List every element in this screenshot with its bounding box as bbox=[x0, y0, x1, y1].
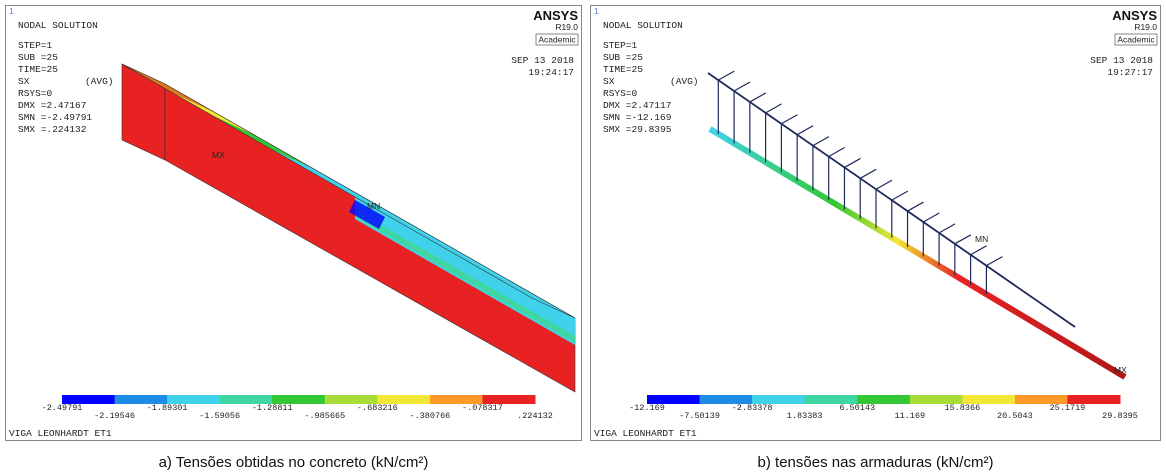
legend-label: -.683216 bbox=[357, 403, 398, 413]
legend-label: 29.8395 bbox=[1102, 411, 1138, 421]
info-line: DMX =2.47167 bbox=[18, 100, 86, 111]
license: Academic bbox=[538, 35, 576, 45]
legend-label: 25.1719 bbox=[1050, 403, 1086, 413]
legend-label: -1.59056 bbox=[199, 411, 240, 421]
footer: VIGA LEONHARDT ET1 bbox=[9, 428, 112, 439]
legend-label: .224132 bbox=[517, 411, 553, 421]
time: 19:27:17 bbox=[1107, 67, 1153, 78]
max-marker: MX bbox=[212, 150, 225, 160]
version: R19.0 bbox=[555, 22, 578, 32]
info-line: SUB =25 bbox=[18, 52, 58, 63]
info-line: SUB =25 bbox=[603, 52, 643, 63]
legend-label: 11.169 bbox=[894, 411, 925, 421]
info-line: RSYS=0 bbox=[603, 88, 638, 99]
legend-label: -1.28811 bbox=[252, 403, 293, 413]
version: R19.0 bbox=[1134, 22, 1157, 32]
figure: 1NODAL SOLUTIONSTEP=1SUB =25TIME=25SXRSY… bbox=[0, 0, 1166, 474]
legend-label: 1.83383 bbox=[787, 411, 823, 421]
legend-label: -7.50139 bbox=[679, 411, 720, 421]
caption: a) Tensões obtidas no concreto (kN/cm²) bbox=[159, 454, 429, 471]
legend-label: 20.5043 bbox=[997, 411, 1033, 421]
info-line: SMX =.224132 bbox=[18, 124, 87, 135]
info-line: DMX =2.47117 bbox=[603, 100, 671, 111]
avg-label: (AVG) bbox=[85, 76, 114, 87]
date: SEP 13 2018 bbox=[1090, 55, 1153, 66]
info-line: RSYS=0 bbox=[18, 88, 53, 99]
info-line: SMX =29.8395 bbox=[603, 124, 672, 135]
info-line: STEP=1 bbox=[18, 40, 53, 51]
legend-label: 6.50143 bbox=[839, 403, 875, 413]
legend-label: -.078317 bbox=[462, 403, 503, 413]
min-marker: MN bbox=[367, 201, 380, 211]
brand: ANSYS bbox=[533, 8, 578, 23]
legend-label: 15.8366 bbox=[944, 403, 980, 413]
info-line: SX bbox=[18, 76, 30, 87]
brand: ANSYS bbox=[1112, 8, 1157, 23]
caption: b) tensões nas armaduras (kN/cm²) bbox=[758, 454, 994, 471]
avg-label: (AVG) bbox=[670, 76, 699, 87]
legend-label: -1.89301 bbox=[147, 403, 188, 413]
info-line: SMN =-2.49791 bbox=[18, 112, 92, 123]
logo-number: 1 bbox=[9, 6, 14, 16]
min-marker: MN bbox=[975, 234, 988, 244]
info-line: SX bbox=[603, 76, 615, 87]
legend-label: -2.83378 bbox=[732, 403, 773, 413]
title: NODAL SOLUTION bbox=[18, 20, 98, 31]
info-line: TIME=25 bbox=[603, 64, 643, 75]
legend-label: -.380766 bbox=[409, 411, 450, 421]
time: 19:24:17 bbox=[528, 67, 574, 78]
title: NODAL SOLUTION bbox=[603, 20, 683, 31]
max-marker: MX bbox=[1114, 365, 1127, 375]
info-line: SMN =-12.169 bbox=[603, 112, 672, 123]
info-line: TIME=25 bbox=[18, 64, 58, 75]
legend-label: -2.19546 bbox=[94, 411, 135, 421]
legend-label: -12.169 bbox=[629, 403, 665, 413]
info-line: STEP=1 bbox=[603, 40, 638, 51]
logo-number: 1 bbox=[594, 6, 599, 16]
footer: VIGA LEONHARDT ET1 bbox=[594, 428, 697, 439]
license: Academic bbox=[1117, 35, 1155, 45]
date: SEP 13 2018 bbox=[511, 55, 574, 66]
legend-label: -.985665 bbox=[304, 411, 345, 421]
legend-label: -2.49791 bbox=[42, 403, 83, 413]
